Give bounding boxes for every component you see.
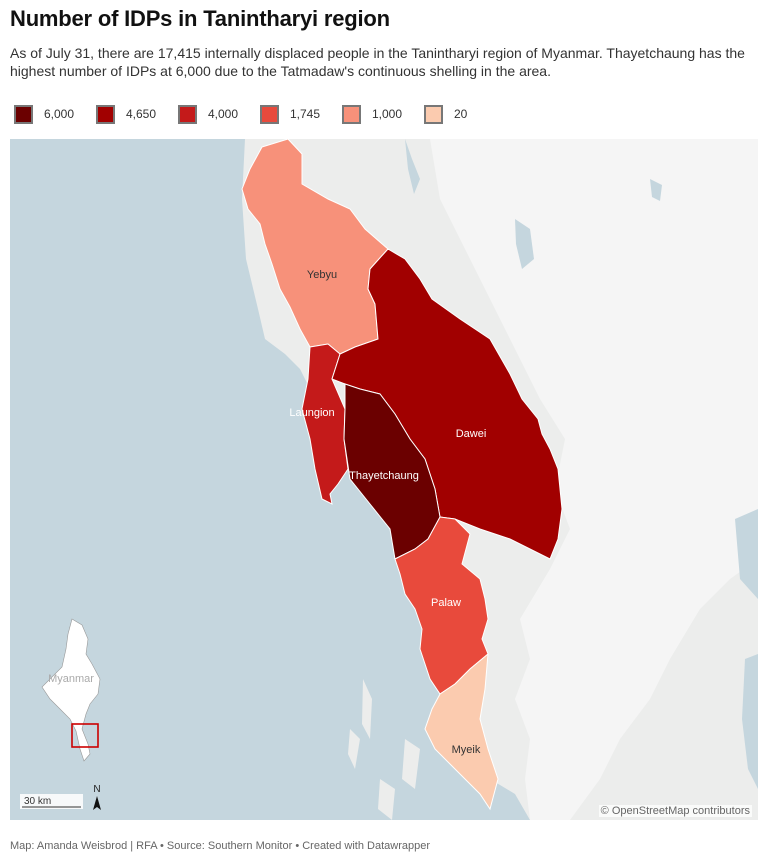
eastern-land [430,139,758,820]
legend: 6,000 4,650 4,000 1,745 1,000 20 [14,103,506,125]
label-dawei: Dawei [456,428,487,440]
legend-swatch [342,104,361,124]
legend-label: 1,000 [372,107,403,121]
island [362,679,372,739]
legend-swatch [260,104,279,124]
legend-item-4000: 4,000 [178,104,260,124]
label-palaw: Palaw [431,597,461,609]
north-label: N [93,784,100,795]
map-canvas[interactable]: Yebyu Laungion Dawei Thayetchaung Palaw … [10,139,758,820]
region-palaw[interactable] [394,516,489,695]
legend-swatch [14,104,33,124]
label-thayetchaung: Thayetchaung [349,470,419,482]
label-myeik: Myeik [452,744,481,756]
inland-water [650,179,662,201]
legend-item-6000: 6,000 [14,104,96,124]
footer-credits: Map: Amanda Weisbrod | RFA • Source: Sou… [10,840,431,852]
label-yebyu: Yebyu [307,269,337,281]
legend-swatch [178,104,197,124]
island [378,779,395,820]
legend-label: 20 [454,107,468,121]
label-laungion: Laungion [289,407,334,419]
legend-label: 1,745 [290,107,321,121]
island [402,739,420,789]
inset-label: Myanmar [48,673,94,685]
scale-bar: 30 km [20,794,83,809]
map-subtitle: As of July 31, there are 17,415 internal… [10,45,745,79]
scale-bar-label: 30 km [24,796,51,807]
inland-water [515,219,534,269]
north-arrow: N [93,784,101,810]
legend-item-4650: 4,650 [96,104,178,124]
legend-label: 6,000 [44,107,75,121]
scale-bar-box [20,794,83,809]
legend-swatch [424,104,443,124]
legend-item-1000: 1,000 [342,104,424,124]
legend-item-1745: 1,745 [260,104,342,124]
legend-label: 4,650 [126,107,157,121]
legend-label: 4,000 [208,107,239,121]
inland-water [405,139,420,194]
inset-myanmar-shape [41,618,101,762]
inset-highlight-box [71,723,99,748]
north-arrow-icon [93,796,101,810]
legend-item-20: 20 [424,104,506,124]
island [348,729,360,769]
map-title: Number of IDPs in Tanintharyi region [10,6,390,31]
inland-water [742,654,758,789]
map-svg: Yebyu Laungion Dawei Thayetchaung Palaw … [10,139,758,820]
inset-locator: Myanmar [41,618,101,762]
region-myeik[interactable] [424,652,499,811]
inland-water [735,509,758,599]
attribution-link[interactable]: © OpenStreetMap contributors [598,805,752,817]
legend-swatch [96,104,115,124]
